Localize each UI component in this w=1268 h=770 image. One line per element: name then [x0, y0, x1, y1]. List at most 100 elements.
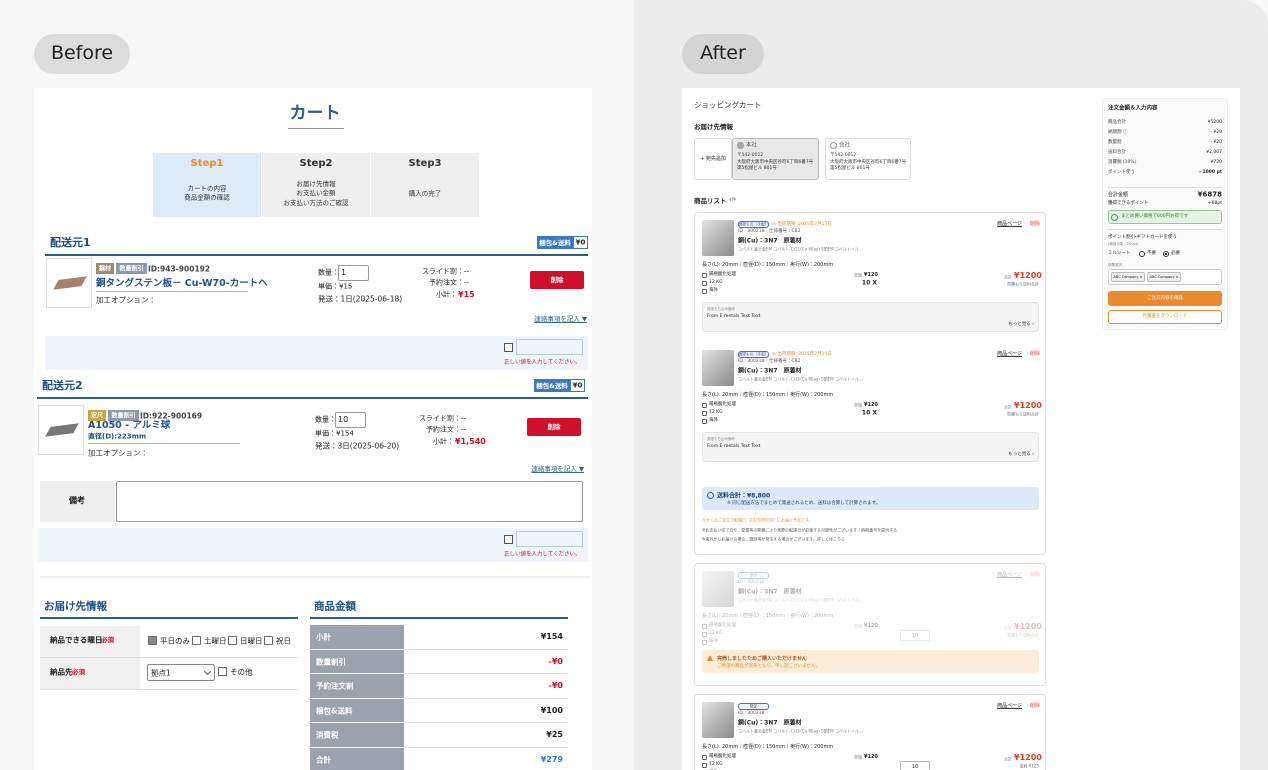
- delete-link[interactable]: 削除: [1030, 220, 1041, 227]
- summary-value: ¥2,007: [1206, 150, 1222, 156]
- delete-label[interactable]: 削除: [547, 422, 561, 431]
- qty-control: [900, 630, 930, 641]
- checkbox-label[interactable]: その他: [230, 666, 253, 676]
- qty-value[interactable]: 10: [911, 632, 919, 639]
- confirm-label[interactable]: ご注文内容を確認: [1147, 295, 1183, 301]
- spec-icon: [702, 418, 707, 424]
- slide-discount: スライド割：--: [421, 267, 469, 276]
- option-label: 加工オプション：: [96, 295, 156, 305]
- subtotal-value: ¥15: [458, 290, 475, 299]
- checkbox-label[interactable]: 土曜日: [204, 635, 227, 645]
- name-rule: [88, 443, 240, 444]
- product-tag: [116, 263, 147, 274]
- section-heading: 商品リスト: [694, 196, 727, 205]
- divider: [1108, 229, 1222, 230]
- shipping-total: 送料合計：¥8,800: [717, 491, 771, 499]
- delete-button: [530, 271, 584, 289]
- memo-box: [702, 432, 1039, 462]
- product-name[interactable]: 銅(Cu)：3N7 原着材: [738, 719, 802, 727]
- step-desc: お届け先情報 お支払い金額 お支払い方法のご確認: [283, 179, 349, 207]
- more-link[interactable]: もっと見る ›: [1008, 452, 1034, 458]
- product-weight: 12 KG: [709, 631, 723, 637]
- subtotal-label: 小計：: [433, 437, 454, 446]
- amount-label-cell: [310, 674, 404, 699]
- product-page-link[interactable]: 商品ページ: [997, 571, 1022, 578]
- spec-icon: [702, 762, 707, 768]
- product-page-link[interactable]: 商品ページ: [997, 702, 1022, 709]
- radio-label[interactable]: 不要: [1147, 251, 1156, 257]
- product-page-link[interactable]: 商品ページ: [997, 350, 1022, 357]
- step-name: Step1: [190, 157, 224, 169]
- amount-label: 小計: [316, 632, 331, 642]
- qty-input: [335, 412, 366, 428]
- delete-label[interactable]: 削除: [550, 275, 564, 284]
- subtotal-value: ¥1,540: [455, 437, 486, 446]
- heading-rule: [37, 397, 588, 399]
- address-name[interactable]: 会社: [839, 142, 851, 149]
- total-label: 合計金額: [1108, 191, 1129, 198]
- qty-value[interactable]: 10: [338, 415, 349, 424]
- more-link[interactable]: もっと見る ›: [1008, 322, 1034, 328]
- qty-value[interactable]: 10: [911, 763, 919, 770]
- product-tag-label: 限定: [749, 572, 758, 578]
- product-name[interactable]: 銅(Cu)：3N7 原着材: [738, 367, 802, 375]
- delete-link[interactable]: 削除: [1030, 702, 1041, 709]
- checkbox-label[interactable]: 平日のみ: [160, 635, 190, 645]
- product-name[interactable]: 銅(Cu)：3N7 原着材: [738, 588, 802, 596]
- radio: [1163, 251, 1169, 257]
- address-name[interactable]: 本社: [746, 142, 758, 149]
- product-id: ID:922-900169: [140, 410, 203, 420]
- points-label: 獲得できるポイント: [1108, 201, 1149, 207]
- product-tag: [108, 410, 139, 421]
- product-name[interactable]: A1050 - アルミ球: [88, 420, 171, 432]
- ship-date: 発送：1日(2025-06-18): [318, 294, 403, 304]
- download-label[interactable]: 見積書をダウンロード: [1142, 314, 1188, 320]
- qty-value[interactable]: 1: [341, 268, 347, 277]
- unit-price: ¥120: [864, 271, 878, 278]
- required-mark: 必須: [101, 635, 114, 644]
- radio-label[interactable]: 必要: [1171, 251, 1180, 257]
- product-page-link[interactable]: 商品ページ: [997, 220, 1022, 227]
- tab-pill: [682, 34, 764, 74]
- product-id: ID：300218: [738, 580, 765, 586]
- product-image: [702, 220, 734, 256]
- add-address-card: [694, 138, 732, 180]
- note-link[interactable]: 連絡事項を記入 ▼: [534, 314, 587, 323]
- delete-link[interactable]: 削除: [1030, 571, 1041, 578]
- summary-value: - ¥20: [1210, 140, 1222, 146]
- coupon-link[interactable]: ポイント割引・ギフトカードを使う: [1108, 235, 1178, 241]
- product-desc: コバルト基合金EM コバルト-Cr21(Cu 60ay) 5閉EM コバルトイル…: [738, 597, 863, 603]
- company-tag-label[interactable]: ABC Company ×: [1113, 274, 1143, 279]
- company-tag-label[interactable]: ABC Company ×: [1149, 274, 1179, 279]
- summary-label: 消費税 (10%): [1108, 160, 1137, 166]
- checkbox-label[interactable]: 日曜日: [240, 635, 263, 645]
- note-link[interactable]: 連絡事項を記入 ▼: [531, 464, 584, 473]
- select-box: [147, 664, 215, 681]
- checkbox-label[interactable]: 祝日: [276, 635, 291, 645]
- select-value[interactable]: 拠点1: [151, 667, 171, 677]
- spec-icon: [702, 631, 707, 637]
- product-name[interactable]: 銅タングステン板－ Cu-W70-カートへ: [96, 278, 268, 290]
- product-tag-label: 現場もの（手配）: [738, 351, 769, 357]
- fee-value: ¥0: [572, 381, 583, 390]
- form-value-cell: [140, 658, 298, 690]
- section-heading: 商品金額: [314, 600, 356, 613]
- reserve-discount: 予約注文：--: [428, 278, 469, 287]
- company-tag: [1111, 272, 1145, 282]
- add-address-label[interactable]: + 宛先追加: [700, 155, 726, 162]
- total-value: ¥1200: [1014, 753, 1042, 762]
- delete-link[interactable]: 削除: [1030, 350, 1041, 357]
- product-name[interactable]: 銅(Cu)：3N7 原着材: [738, 237, 802, 245]
- summary-label: ポイント使う: [1108, 170, 1135, 176]
- divider: [1108, 187, 1222, 188]
- product-image: [702, 571, 734, 607]
- subtotal-label: 小計：: [436, 290, 457, 299]
- product-desc: コバルト基合金EM コバルト-Cr21(Cu 60ay) 5閉EM コバルトイル…: [738, 376, 863, 382]
- amount-label: 梱包&送料: [316, 705, 353, 715]
- step-name: Step2: [299, 157, 333, 169]
- unit-price: 単価：¥154: [315, 429, 354, 438]
- mill-label: ミルシート: [1108, 251, 1131, 257]
- unit-label: 単価: [854, 754, 862, 760]
- spec-icon: [702, 639, 707, 645]
